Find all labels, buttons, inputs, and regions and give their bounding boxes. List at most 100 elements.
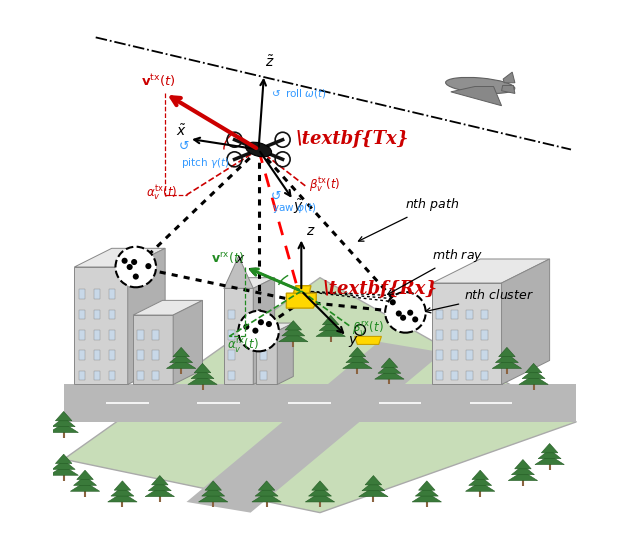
FancyBboxPatch shape [109,350,115,360]
Polygon shape [319,321,342,331]
Polygon shape [511,465,534,475]
FancyBboxPatch shape [260,371,267,380]
Polygon shape [535,455,564,465]
Circle shape [127,264,132,270]
Polygon shape [108,492,137,502]
FancyBboxPatch shape [109,330,115,340]
Polygon shape [495,354,518,363]
Ellipse shape [445,77,515,93]
FancyBboxPatch shape [93,289,100,299]
Polygon shape [49,466,78,475]
FancyBboxPatch shape [152,371,159,380]
Text: $z$: $z$ [305,224,315,238]
Polygon shape [285,320,301,330]
Polygon shape [111,487,134,496]
FancyBboxPatch shape [481,310,488,319]
FancyBboxPatch shape [93,371,100,380]
FancyBboxPatch shape [93,350,100,360]
Polygon shape [191,370,214,379]
Circle shape [412,316,419,323]
Polygon shape [375,370,404,379]
Polygon shape [312,481,328,490]
Polygon shape [114,481,131,490]
Polygon shape [323,315,339,325]
Polygon shape [49,423,78,433]
Polygon shape [286,293,316,308]
Polygon shape [503,72,515,83]
Polygon shape [346,354,369,363]
FancyBboxPatch shape [228,371,235,380]
Polygon shape [195,363,211,373]
Polygon shape [538,450,561,459]
Polygon shape [255,487,278,496]
Polygon shape [52,418,75,427]
Text: $\circlearrowleft$: $\circlearrowleft$ [268,190,282,203]
Circle shape [238,311,279,351]
Polygon shape [541,443,558,453]
Polygon shape [293,286,311,293]
Polygon shape [308,487,332,496]
FancyBboxPatch shape [79,371,85,380]
Polygon shape [253,278,275,384]
Polygon shape [56,454,72,464]
Polygon shape [451,87,502,106]
Text: $\circlearrowleft$ roll $\omega(t)$: $\circlearrowleft$ roll $\omega(t)$ [269,87,327,100]
FancyBboxPatch shape [481,330,488,340]
Polygon shape [173,347,189,357]
Polygon shape [465,482,495,491]
Polygon shape [64,278,576,513]
Polygon shape [70,482,100,491]
Circle shape [266,321,272,327]
FancyBboxPatch shape [228,310,235,319]
FancyBboxPatch shape [451,371,458,380]
Polygon shape [148,482,172,491]
Polygon shape [256,323,293,331]
Text: $\tilde{z}$: $\tilde{z}$ [265,54,275,70]
Polygon shape [278,332,308,342]
Polygon shape [472,470,488,480]
Polygon shape [508,471,538,481]
Text: $\circlearrowleft$: $\circlearrowleft$ [176,139,189,153]
Polygon shape [56,411,72,421]
Circle shape [131,259,137,265]
FancyBboxPatch shape [79,289,85,299]
FancyBboxPatch shape [481,371,488,380]
Polygon shape [252,492,282,502]
Circle shape [390,299,396,305]
Polygon shape [502,85,515,93]
Polygon shape [74,476,97,485]
Polygon shape [365,475,381,485]
Text: $n$th cluster: $n$th cluster [426,288,534,313]
Polygon shape [519,375,548,384]
Polygon shape [502,259,550,384]
Text: $x$: $x$ [235,252,245,266]
FancyBboxPatch shape [451,310,458,319]
Polygon shape [77,470,93,480]
FancyBboxPatch shape [93,330,100,340]
FancyBboxPatch shape [467,330,473,340]
Circle shape [385,292,426,333]
FancyBboxPatch shape [228,330,235,340]
FancyBboxPatch shape [138,350,144,360]
FancyBboxPatch shape [93,310,100,319]
Polygon shape [188,375,217,384]
Polygon shape [205,481,221,490]
Polygon shape [412,492,442,502]
Circle shape [258,319,264,325]
Polygon shape [152,475,168,485]
FancyBboxPatch shape [109,371,115,380]
Polygon shape [224,288,253,384]
Text: $y$: $y$ [348,334,359,349]
Polygon shape [282,326,305,336]
Polygon shape [277,323,293,384]
Polygon shape [186,342,443,513]
Text: $\alpha^{\mathrm{tx}}_v(t)$: $\alpha^{\mathrm{tx}}_v(t)$ [147,184,178,203]
Polygon shape [133,300,202,315]
Text: $\beta^{\mathrm{rx}}_v(t)$: $\beta^{\mathrm{rx}}_v(t)$ [352,319,384,336]
Circle shape [396,310,402,317]
Polygon shape [419,481,435,490]
Polygon shape [224,278,275,288]
Text: $\alpha^{\mathrm{rx}}_v(t)$: $\alpha^{\mathrm{rx}}_v(t)$ [227,336,259,354]
Polygon shape [358,487,388,497]
FancyBboxPatch shape [481,350,488,360]
